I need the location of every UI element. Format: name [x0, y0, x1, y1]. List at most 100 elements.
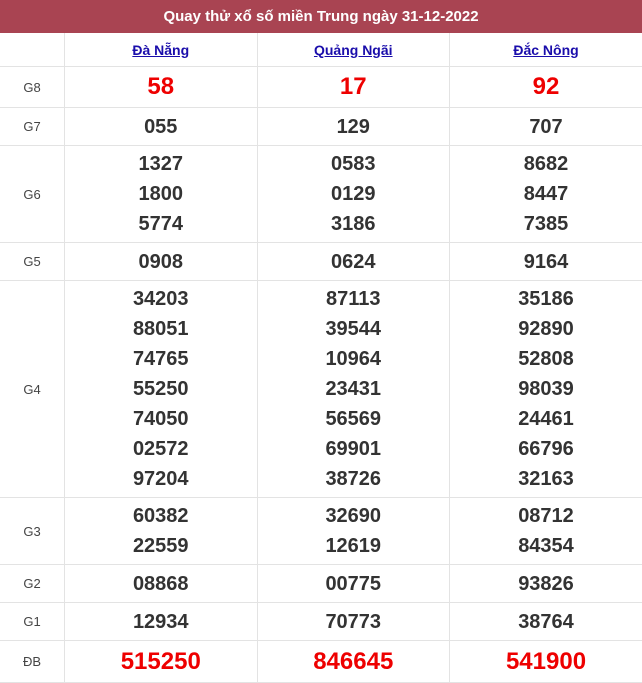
result-number: 8682 — [450, 149, 642, 179]
result-cell: 12934 — [65, 603, 258, 641]
result-number: 70773 — [258, 607, 450, 637]
result-cell: 92 — [450, 67, 642, 108]
result-number: 08712 — [450, 501, 642, 531]
result-number: 17 — [258, 72, 450, 102]
result-number: 52808 — [450, 344, 642, 374]
prize-label: G6 — [0, 146, 65, 243]
result-cell: 541900 — [450, 641, 642, 683]
result-number: 35186 — [450, 284, 642, 314]
province-link-dac-nong[interactable]: Đắc Nông — [513, 42, 578, 58]
result-number: 24461 — [450, 404, 642, 434]
result-cell: 0624 — [257, 243, 450, 281]
prize-label: G1 — [0, 603, 65, 641]
result-number: 38764 — [450, 607, 642, 637]
result-number: 846645 — [258, 647, 450, 677]
result-number: 74765 — [65, 344, 257, 374]
result-number: 39544 — [258, 314, 450, 344]
result-number: 32690 — [258, 501, 450, 531]
result-number: 88051 — [65, 314, 257, 344]
prize-label: G5 — [0, 243, 65, 281]
result-number: 34203 — [65, 284, 257, 314]
result-number: 55250 — [65, 374, 257, 404]
result-number: 92 — [450, 72, 642, 102]
result-number: 541900 — [450, 647, 642, 677]
result-cell: 93826 — [450, 565, 642, 603]
result-number: 02572 — [65, 434, 257, 464]
result-number: 74050 — [65, 404, 257, 434]
result-number: 0908 — [65, 247, 257, 277]
result-number: 9164 — [450, 247, 642, 277]
result-cell: 9164 — [450, 243, 642, 281]
result-number: 87113 — [258, 284, 450, 314]
province-link-quang-ngai[interactable]: Quảng Ngãi — [314, 42, 393, 58]
result-number: 707 — [450, 112, 642, 142]
result-number: 23431 — [258, 374, 450, 404]
province-link-da-nang[interactable]: Đà Nẵng — [132, 42, 189, 58]
result-number: 0583 — [258, 149, 450, 179]
result-number: 00775 — [258, 569, 450, 599]
result-number: 97204 — [65, 464, 257, 494]
result-cell: 17 — [257, 67, 450, 108]
result-number: 129 — [258, 112, 450, 142]
result-number: 92890 — [450, 314, 642, 344]
result-number: 60382 — [65, 501, 257, 531]
result-number: 7385 — [450, 209, 642, 239]
result-number: 58 — [65, 72, 257, 102]
result-cell: 055 — [65, 108, 258, 146]
result-number: 0624 — [258, 247, 450, 277]
result-cell: 38764 — [450, 603, 642, 641]
result-number: 98039 — [450, 374, 642, 404]
province-header-row: Đà Nẵng Quảng Ngãi Đắc Nông — [0, 33, 642, 67]
result-number: 66796 — [450, 434, 642, 464]
prize-label: G2 — [0, 565, 65, 603]
result-cell: 0908 — [65, 243, 258, 281]
prize-label: ĐB — [0, 641, 65, 683]
result-number: 8447 — [450, 179, 642, 209]
result-number: 84354 — [450, 531, 642, 561]
result-number: 1800 — [65, 179, 257, 209]
result-number: 10964 — [258, 344, 450, 374]
result-number: 12619 — [258, 531, 450, 561]
prize-label: G4 — [0, 281, 65, 498]
result-number: 22559 — [65, 531, 257, 561]
result-cell: 846645 — [257, 641, 450, 683]
result-number: 5774 — [65, 209, 257, 239]
result-number: 1327 — [65, 149, 257, 179]
result-number: 12934 — [65, 607, 257, 637]
prize-label: G7 — [0, 108, 65, 146]
result-cell: 515250 — [65, 641, 258, 683]
result-cell: 129 — [257, 108, 450, 146]
result-cell: 00775 — [257, 565, 450, 603]
prize-label: G3 — [0, 498, 65, 565]
corner-cell — [0, 33, 65, 67]
result-number: 08868 — [65, 569, 257, 599]
result-number: 38726 — [258, 464, 450, 494]
result-number: 055 — [65, 112, 257, 142]
result-cell: 58 — [65, 67, 258, 108]
prize-label: G8 — [0, 67, 65, 108]
result-number: 69901 — [258, 434, 450, 464]
result-number: 515250 — [65, 647, 257, 677]
result-number: 0129 — [258, 179, 450, 209]
page-title: Quay thử xổ số miền Trung ngày 31-12-202… — [0, 0, 642, 33]
result-cell: 70773 — [257, 603, 450, 641]
result-number: 93826 — [450, 569, 642, 599]
